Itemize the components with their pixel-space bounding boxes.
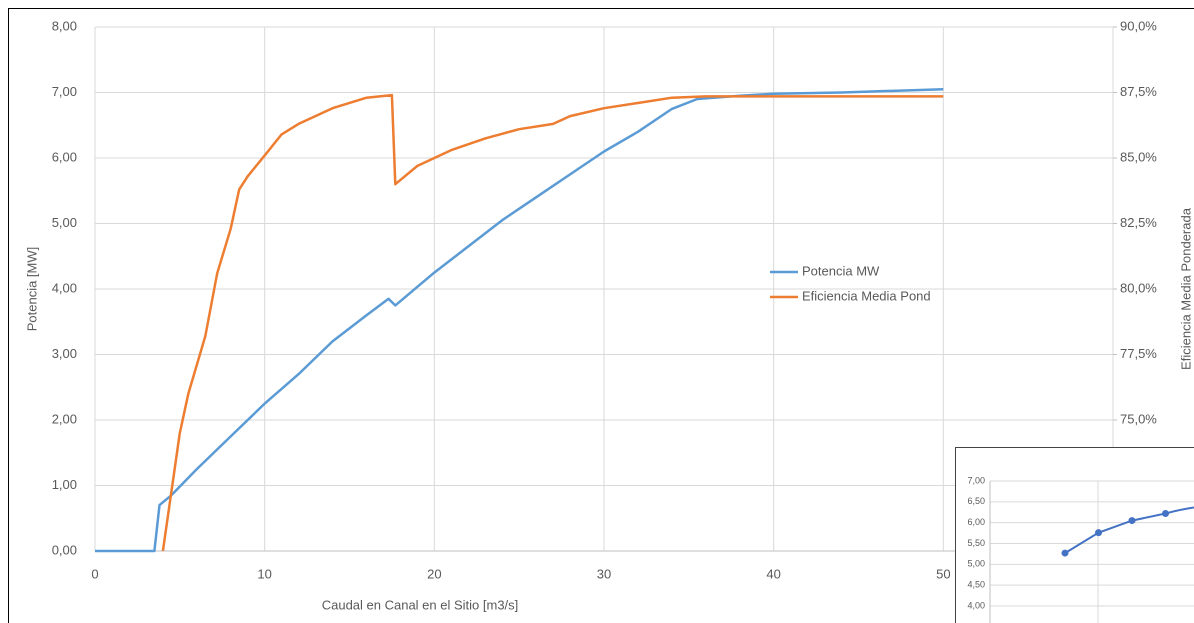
y-tick-label: 4,00 xyxy=(52,280,77,295)
y2-tick-label: 75,0% xyxy=(1120,411,1157,426)
y-tick-label: 5,00 xyxy=(52,215,77,230)
y-tick-label: 7,00 xyxy=(967,475,985,485)
y-tick-label: 5,50 xyxy=(967,538,985,548)
y-tick-label: 4,50 xyxy=(967,580,985,590)
inset-chart-frame xyxy=(955,447,1194,623)
trend-line xyxy=(1064,512,1166,554)
x-tick-label: 30 xyxy=(597,566,611,581)
y-tick-label: 0,00 xyxy=(52,542,77,557)
x-axis-label: Caudal en Canal en el Sitio [m3/s] xyxy=(322,597,519,612)
y2-tick-label: 77,5% xyxy=(1120,346,1157,361)
data-point xyxy=(1162,510,1169,517)
legend-label: Potencia MW xyxy=(802,263,880,278)
series-line xyxy=(161,93,944,552)
x-tick-label: 0 xyxy=(91,566,98,581)
series-line xyxy=(95,87,944,553)
x-tick-label: 50 xyxy=(936,566,950,581)
y-tick-label: 6,50 xyxy=(967,496,985,506)
y-tick-label: 7,00 xyxy=(52,84,77,99)
legend-label: Eficiencia Media Pond xyxy=(802,288,931,303)
data-point xyxy=(1128,517,1136,525)
data-point xyxy=(1095,529,1102,537)
y2-tick-label: 85,0% xyxy=(1120,149,1157,164)
y2-tick-label: 82,5% xyxy=(1120,215,1157,230)
y-tick-label: 6,00 xyxy=(967,517,985,527)
y-tick-label: 3,00 xyxy=(52,346,77,361)
y-axis-label: Potencia [MW] xyxy=(24,247,39,332)
y-tick-label: 5,00 xyxy=(967,559,985,569)
y2-tick-label: 90,0% xyxy=(1120,18,1157,33)
x-tick-label: 10 xyxy=(257,566,271,581)
x-tick-label: 40 xyxy=(766,566,780,581)
x-tick-label: 20 xyxy=(427,566,441,581)
y2-axis-label: Eficiencia Media Ponderada xyxy=(1178,207,1193,370)
y-tick-label: 2,00 xyxy=(52,411,77,426)
y-tick-label: 4,00 xyxy=(967,600,985,610)
y2-tick-label: 80,0% xyxy=(1120,280,1157,295)
y2-tick-label: 87,5% xyxy=(1120,84,1157,99)
y-tick-label: 1,00 xyxy=(52,477,77,492)
y-tick-label: 8,00 xyxy=(52,18,77,33)
data-point xyxy=(1061,549,1069,557)
y-tick-label: 6,00 xyxy=(52,149,77,164)
